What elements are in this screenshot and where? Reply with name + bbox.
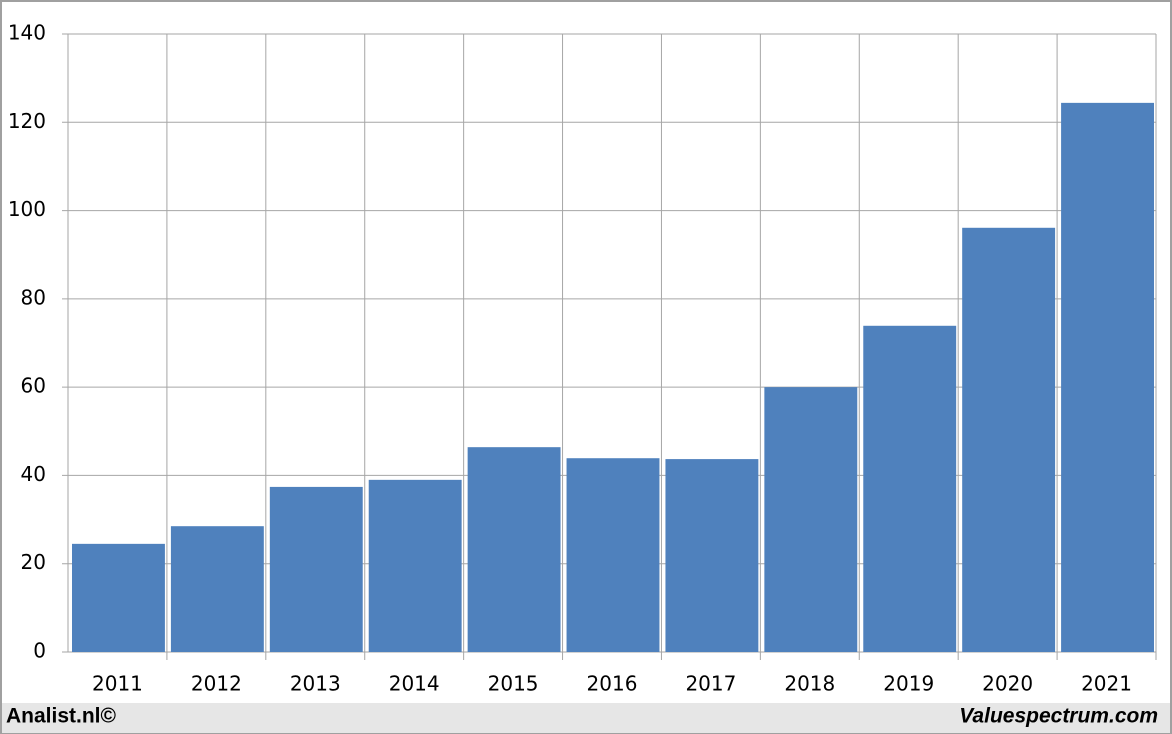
x-tick-label: 2015 (488, 672, 539, 696)
bar (368, 479, 462, 652)
bar (566, 458, 660, 652)
bar (269, 486, 363, 652)
y-tick-label: 0 (33, 639, 46, 663)
y-tick-label: 100 (8, 197, 46, 221)
bar (962, 227, 1056, 652)
x-tick-label: 2018 (784, 672, 835, 696)
y-tick-label: 80 (21, 285, 46, 309)
bar (764, 387, 858, 652)
bar (467, 447, 561, 652)
x-tick-label: 2016 (587, 672, 638, 696)
x-tick-label: 2019 (883, 672, 934, 696)
y-tick-label: 140 (8, 21, 46, 45)
x-tick-label: 2014 (389, 672, 440, 696)
bar (863, 325, 957, 652)
footer-bar (2, 703, 1170, 733)
bar (170, 526, 264, 652)
x-tick-label: 2020 (982, 672, 1033, 696)
y-tick-label: 120 (8, 109, 46, 133)
x-tick-label: 2012 (191, 672, 242, 696)
y-tick-label: 60 (21, 374, 46, 398)
x-tick-label: 2011 (92, 672, 143, 696)
x-tick-label: 2021 (1081, 672, 1132, 696)
x-tick-label: 2013 (290, 672, 341, 696)
x-tick-label: 2017 (685, 672, 736, 696)
y-tick-label: 20 (21, 550, 46, 574)
bar (665, 459, 759, 652)
y-tick-label: 40 (21, 462, 46, 486)
footer-left: Analist.nl© (6, 705, 117, 728)
footer-right: Valuespectrum.com (959, 705, 1158, 728)
bar (72, 543, 165, 652)
bar (1061, 102, 1154, 652)
